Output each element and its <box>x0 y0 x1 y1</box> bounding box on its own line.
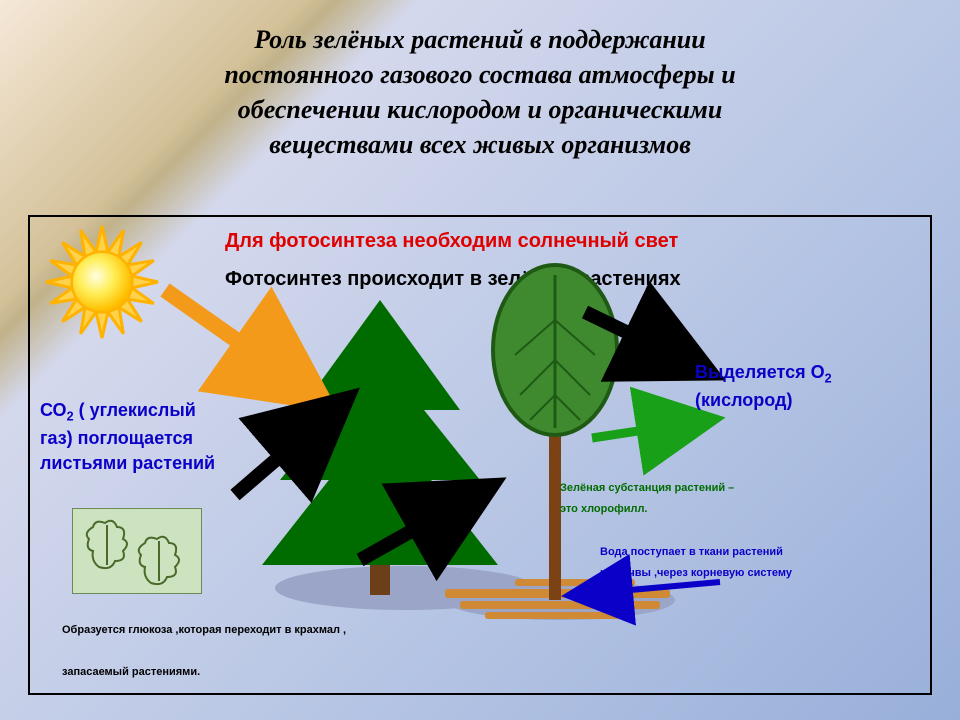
label-chlorophyll: Зелёная субстанция растений – это хлороф… <box>560 478 734 520</box>
leaf-card <box>72 508 202 594</box>
o2-l2: (кислород) <box>695 390 792 410</box>
label-glucose: Образуется глюкоза ,которая переходит в … <box>62 620 346 683</box>
water-l2: из почвы ,через корневую систему <box>600 567 792 579</box>
o2-l1: Выделяется О <box>695 362 825 382</box>
oak-leaves-icon <box>73 509 203 595</box>
arrow-sunlight <box>165 290 300 385</box>
chl-l1: Зелёная субстанция растений – <box>560 482 734 494</box>
chl-l2: это хлорофилл. <box>560 503 647 515</box>
co2-l3: листьями растений <box>40 453 215 473</box>
arrow-o2-lower <box>592 423 690 438</box>
o2-sub: 2 <box>825 372 832 386</box>
co2-l1a: СО <box>40 400 67 420</box>
co2-sub: 2 <box>67 410 74 424</box>
glu-l1: Образуется глюкоза ,которая переходит в … <box>62 624 346 636</box>
label-water: Вода поступает в ткани растений из почвы… <box>600 542 792 584</box>
water-l1: Вода поступает в ткани растений <box>600 546 783 558</box>
co2-l1b: ( углекислый <box>74 400 196 420</box>
label-o2: Выделяется О2 (кислород) <box>695 360 832 413</box>
label-co2: СО2 ( углекислый газ) поглощается листья… <box>40 398 215 477</box>
co2-l2: газ) поглощается <box>40 428 193 448</box>
glu-l2: запасаемый растениями. <box>62 666 200 678</box>
